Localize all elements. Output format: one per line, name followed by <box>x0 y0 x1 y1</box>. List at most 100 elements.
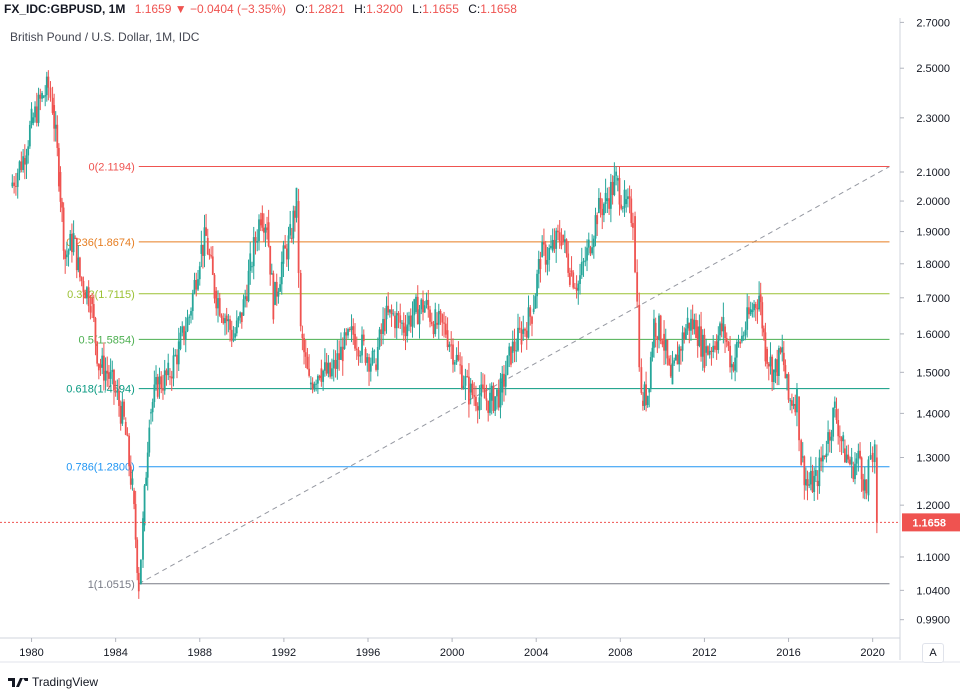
candle-body <box>318 375 321 379</box>
candle-body <box>674 354 677 361</box>
candle <box>591 234 594 256</box>
candle-body <box>551 239 554 251</box>
candle-body <box>862 479 865 491</box>
low-label: L: <box>412 2 423 16</box>
candle-body <box>784 365 787 379</box>
candle <box>195 272 198 297</box>
candle-body <box>331 368 333 377</box>
candle <box>589 245 592 257</box>
candle <box>446 317 449 351</box>
candle-series <box>0 70 900 599</box>
candle <box>153 370 156 408</box>
candle <box>828 429 831 453</box>
candle <box>469 377 472 405</box>
candle <box>148 419 151 457</box>
candle <box>758 281 761 312</box>
candle-body <box>355 348 358 350</box>
candle-body <box>671 363 674 385</box>
candle-body <box>235 320 238 334</box>
candle-body <box>572 272 575 288</box>
candle <box>151 398 154 422</box>
candle-body <box>606 198 609 202</box>
candle-body <box>808 484 811 486</box>
candle-body <box>406 324 409 337</box>
candle <box>475 385 477 412</box>
price-tick-label: 1.5000 <box>916 367 950 379</box>
auto-scale-button[interactable]: A <box>922 643 944 663</box>
candle <box>871 446 874 473</box>
candle <box>390 304 393 327</box>
candle <box>155 365 157 391</box>
candle-body <box>124 421 127 435</box>
candle-body <box>411 315 414 327</box>
candle <box>830 429 833 453</box>
candle <box>385 296 388 334</box>
candle <box>329 361 332 379</box>
candle-body <box>142 518 144 560</box>
candle <box>492 382 495 414</box>
candle <box>259 212 262 232</box>
candle-body <box>325 362 328 374</box>
candle-body <box>707 346 709 355</box>
candle-body <box>816 480 819 487</box>
candle-body <box>494 396 497 411</box>
candle <box>150 408 152 425</box>
tradingview-logo[interactable]: TradingView <box>8 675 98 689</box>
candle-body <box>59 172 62 202</box>
candle-body <box>169 376 171 378</box>
candle-body <box>510 346 512 365</box>
candle <box>636 259 639 308</box>
candle <box>648 388 651 408</box>
candle <box>397 311 400 329</box>
candle-body <box>803 456 806 486</box>
candle <box>261 205 264 232</box>
candle <box>334 350 337 378</box>
candle-body <box>469 383 472 393</box>
candle <box>366 353 369 372</box>
candle <box>380 323 383 347</box>
candle <box>625 189 628 213</box>
candle-body <box>769 356 772 367</box>
candle <box>691 304 694 335</box>
symbol-header: FX_IDC:GBPUSD, 1M 1.1659 ▼ −0.0404 (−3.3… <box>0 0 900 18</box>
candle-body <box>289 224 292 236</box>
candle <box>25 148 28 179</box>
candle <box>867 456 870 502</box>
candle <box>341 337 344 376</box>
candle <box>764 322 767 367</box>
time-tick-label: 1992 <box>272 647 296 659</box>
symbol-name[interactable]: FX_IDC:GBPUSD, 1M <box>4 2 126 16</box>
candle <box>608 186 611 215</box>
candle-body <box>570 270 573 273</box>
candle-body <box>847 454 850 460</box>
candle <box>109 358 112 388</box>
candle <box>361 326 363 364</box>
candle-body <box>385 305 388 320</box>
candle-body <box>685 328 687 340</box>
low-value: 1.1655 <box>422 2 459 16</box>
candle-body <box>32 117 35 124</box>
candle-body <box>128 435 131 467</box>
candle <box>158 367 161 399</box>
candle <box>37 87 40 127</box>
candle <box>762 325 765 341</box>
candle <box>574 282 576 289</box>
candle-body <box>480 384 483 397</box>
candle <box>708 343 711 359</box>
candle-body <box>536 273 538 297</box>
candle <box>459 352 462 375</box>
candle <box>835 397 838 424</box>
candle-body <box>348 329 351 331</box>
candle-body <box>361 334 363 356</box>
candle <box>213 273 216 304</box>
candle-body <box>734 357 737 371</box>
candle-body <box>16 172 19 187</box>
candle-body <box>781 347 784 353</box>
candle-body <box>658 315 660 340</box>
last-price-tag <box>902 513 960 532</box>
candle-body <box>251 266 253 268</box>
candle-body <box>814 469 817 476</box>
candle <box>620 195 623 211</box>
candle <box>42 95 45 99</box>
